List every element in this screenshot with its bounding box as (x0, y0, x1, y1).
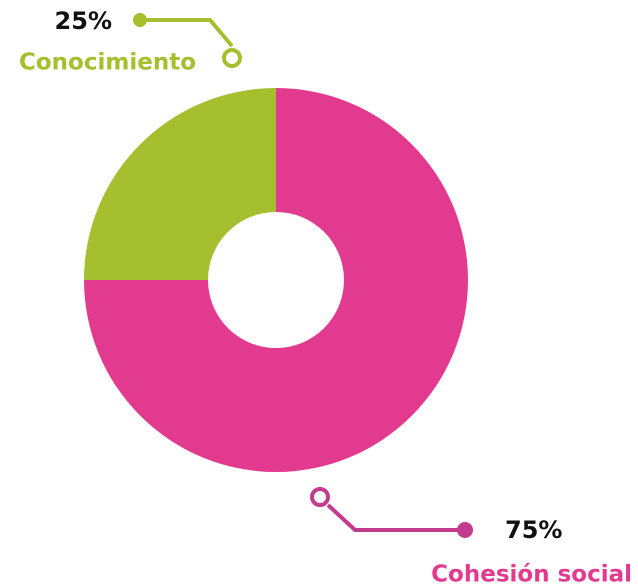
slice (84, 88, 468, 472)
connector-line (326, 503, 465, 532)
slice (84, 88, 276, 280)
connector-dot (457, 522, 473, 538)
value-label: 25% (55, 7, 112, 35)
connector-line (140, 18, 234, 48)
connector-dot (133, 13, 147, 27)
category-label: Conocimiento (19, 50, 196, 76)
category-label: Cohesión social (431, 562, 632, 587)
connector-ring (310, 487, 330, 507)
connector-ring (222, 48, 242, 68)
connectors (133, 13, 473, 538)
value-label: 75% (505, 516, 562, 544)
